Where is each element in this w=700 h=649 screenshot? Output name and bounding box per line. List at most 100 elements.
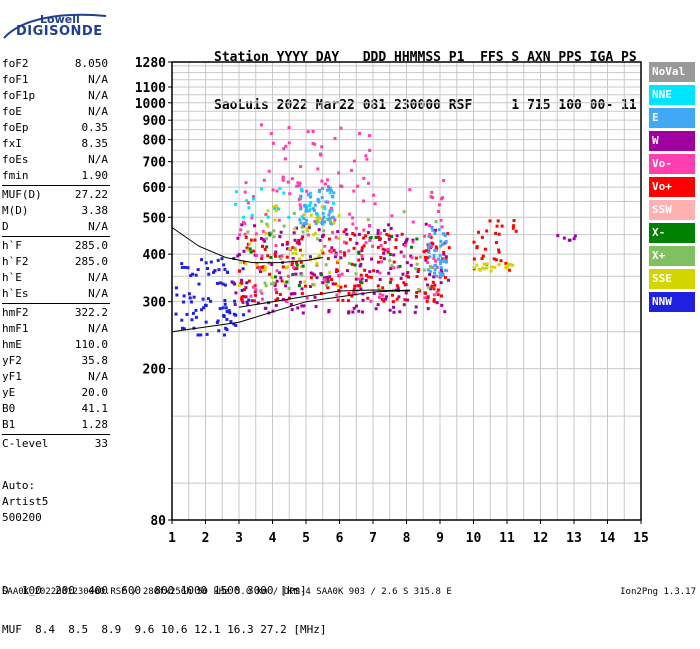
echo-point [497, 263, 501, 267]
echo-point [321, 222, 325, 226]
echo-point [394, 246, 398, 250]
echo-point [360, 246, 364, 250]
echo-point [402, 254, 406, 258]
echo-point [285, 242, 289, 246]
param-value: N/A [88, 89, 108, 102]
echo-point [437, 228, 441, 232]
echo-point [388, 259, 392, 263]
echo-point [435, 247, 439, 251]
echo-point [434, 220, 438, 224]
echo-point [337, 236, 341, 240]
echo-point [360, 254, 364, 258]
param-key: yE [2, 386, 16, 399]
echo-point [243, 232, 247, 236]
echo-point [221, 282, 225, 286]
echo-point [223, 299, 227, 303]
echo-point [186, 266, 190, 270]
echo-point [403, 244, 407, 248]
echo-point [334, 282, 338, 286]
echo-point [292, 265, 296, 269]
echo-point [436, 293, 440, 297]
echo-point [314, 305, 318, 309]
echo-point [299, 260, 303, 264]
echo-point [330, 278, 334, 282]
echo-point [304, 218, 308, 222]
echo-point [362, 228, 366, 232]
echo-point [175, 293, 179, 297]
echo-point [490, 265, 494, 269]
echo-point [413, 310, 417, 314]
param-separator [2, 185, 110, 186]
y-tick-label: 500 [143, 211, 167, 226]
x-tick-label: 4 [269, 531, 277, 546]
param-key: C-level [2, 437, 49, 450]
echo-point [238, 233, 242, 237]
echo-point [472, 240, 476, 244]
echo-point [447, 278, 451, 282]
param-row: foE N/A [2, 104, 108, 120]
echo-point [301, 264, 305, 268]
echo-point [357, 258, 361, 262]
echo-point [343, 284, 347, 288]
echo-point [300, 273, 304, 277]
echo-point [354, 272, 358, 276]
echo-point [194, 315, 198, 319]
echo-point [511, 263, 515, 267]
param-key: hmF2 [2, 306, 29, 319]
echo-point [317, 254, 321, 258]
echo-point [313, 203, 317, 207]
echo-point [319, 153, 323, 157]
echo-point [240, 223, 244, 227]
echo-point [326, 178, 330, 182]
echo-point [260, 219, 264, 223]
echo-point [285, 240, 289, 244]
echo-point [399, 250, 403, 254]
y-tick-label: 400 [143, 248, 167, 263]
echo-point [247, 201, 251, 205]
ionogram-plot: 1 2 3 4 5 6 7 8 9 10 11 12 13 14 158020030040050060070… [135, 56, 649, 546]
x-tick-label: 14 [600, 531, 616, 546]
param-row: hmF2 322.2 [2, 305, 108, 321]
echo-point [302, 213, 306, 217]
param-value: 35.8 [81, 354, 109, 367]
echo-point [364, 154, 368, 158]
echo-point [328, 186, 332, 190]
echo-point [281, 297, 285, 301]
echo-point [268, 272, 272, 276]
echo-point [572, 237, 576, 241]
echo-point [194, 308, 198, 312]
echo-point [362, 199, 366, 203]
echo-point [249, 250, 253, 254]
echo-point [263, 306, 267, 310]
echo-point [429, 195, 433, 199]
echo-point [385, 295, 389, 299]
echo-point [439, 244, 443, 248]
echo-point [327, 213, 331, 217]
echo-point [180, 318, 184, 322]
echo-point [355, 241, 359, 245]
echo-point [297, 239, 301, 243]
echo-point [336, 259, 340, 263]
echo-point [324, 279, 328, 283]
param-key: foF1p [2, 89, 36, 102]
echo-point [285, 280, 289, 284]
echo-point [271, 309, 275, 313]
echo-point [291, 257, 295, 261]
echo-point [347, 249, 351, 253]
echo-point [312, 208, 316, 212]
echo-point [289, 292, 293, 296]
echo-point [432, 293, 436, 297]
echo-point [201, 297, 205, 301]
echo-point [321, 212, 325, 216]
echo-point [482, 262, 486, 266]
echo-point [266, 215, 270, 219]
param-row: h`F 285.0 [2, 238, 108, 254]
echo-point [191, 272, 195, 276]
echo-point [297, 184, 301, 188]
echo-point [224, 326, 228, 330]
echo-point [378, 271, 382, 275]
muf-frequency-row: MUF 8.4 8.5 8.9 9.6 10.6 12.1 16.3 27.2 … [2, 623, 327, 636]
echo-point [216, 281, 220, 285]
echo-point [426, 256, 430, 260]
echo-point [251, 195, 255, 199]
